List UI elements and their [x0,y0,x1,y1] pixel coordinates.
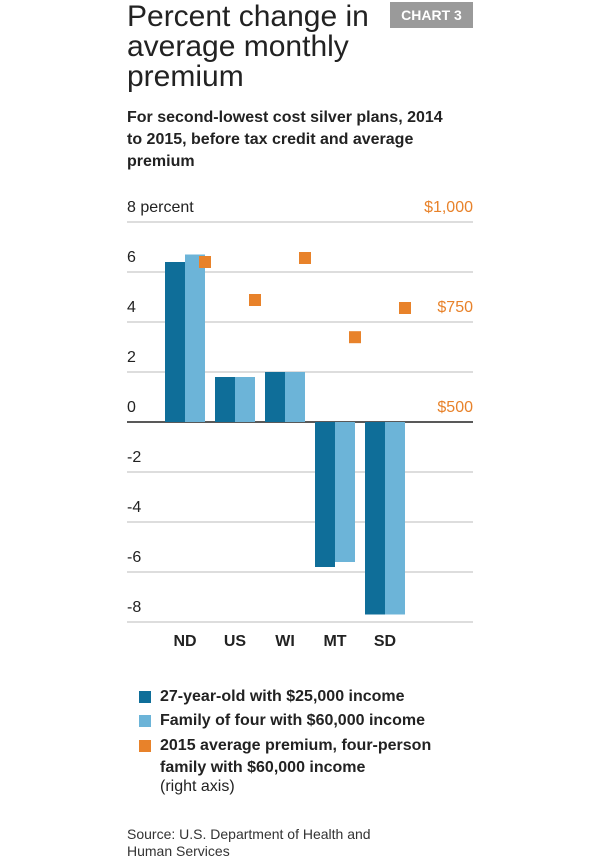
bar [265,372,285,422]
y-tick-label: 4 [127,299,136,316]
y-tick-label: -6 [127,549,141,566]
x-tick-label: WI [275,633,295,650]
chart-subtitle: For second-lowest cost silver plans, 201… [127,109,443,170]
y2-tick-label: $500 [437,399,473,416]
bar [335,422,355,562]
legend-swatch [139,691,151,703]
premium-marker [299,252,311,264]
legend-label: 2015 average premium, four-person family… [160,737,432,776]
chart-badge: CHART 3 [390,2,473,28]
bar [285,372,305,422]
legend-label: 27-year-old with $25,000 income [160,688,405,705]
legend-swatch [139,715,151,727]
bar [365,422,385,615]
y2-tick-label: $1,000 [424,199,473,216]
bar [235,377,255,422]
bar [185,254,205,422]
premium-marker [199,256,211,268]
y-tick-label: -2 [127,449,141,466]
x-tick-label: MT [323,633,346,650]
y-tick-label: 8 percent [127,199,194,216]
source: Source: U.S. Department of Health and Hu… [127,826,371,859]
x-tick-label: US [224,633,247,650]
x-tick-label: SD [374,633,396,650]
y-tick-label: 6 [127,249,136,266]
bar [165,262,185,422]
bar [315,422,335,567]
premium-marker [399,302,411,314]
y-tick-label: 0 [127,399,136,416]
premium-marker [249,294,261,306]
legend-note: (right axis) [160,778,235,795]
legend-swatch [139,740,151,752]
bar [385,422,405,615]
premium-marker [349,331,361,344]
y2-tick-label: $750 [437,299,473,316]
chart-title: Percent change in average monthly premiu… [127,0,369,93]
bar [215,377,235,422]
x-tick-label: ND [173,633,196,650]
y-tick-label: 2 [127,349,136,366]
y-tick-label: -4 [127,499,141,516]
y-tick-label: -8 [127,599,141,616]
legend-label: Family of four with $60,000 income [160,712,425,729]
